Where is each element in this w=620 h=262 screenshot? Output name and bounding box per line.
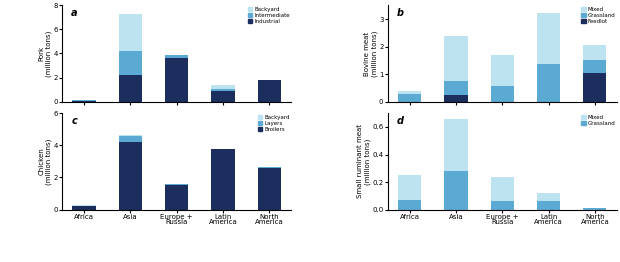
- Text: a: a: [71, 8, 78, 18]
- Bar: [537, 201, 560, 210]
- Bar: [73, 101, 95, 102]
- Y-axis label: Bovine meat
(million tons): Bovine meat (million tons): [364, 30, 378, 77]
- Bar: [258, 167, 281, 168]
- Legend: Backyard, Intermediate, Industrial: Backyard, Intermediate, Industrial: [247, 6, 290, 24]
- Bar: [119, 75, 142, 102]
- Bar: [211, 85, 234, 89]
- Bar: [258, 80, 281, 102]
- Bar: [119, 51, 142, 75]
- Y-axis label: Small ruminant meat
(million tons): Small ruminant meat (million tons): [357, 124, 371, 198]
- Bar: [583, 73, 606, 102]
- Bar: [537, 64, 560, 102]
- Bar: [398, 175, 421, 200]
- Bar: [583, 60, 606, 73]
- Bar: [398, 91, 421, 94]
- Bar: [445, 36, 467, 81]
- Bar: [445, 81, 467, 95]
- Bar: [165, 55, 188, 58]
- Text: b: b: [397, 8, 404, 18]
- Bar: [165, 184, 188, 185]
- Bar: [398, 94, 421, 102]
- Bar: [583, 208, 606, 210]
- Legend: Backyard, Layers, Broilers: Backyard, Layers, Broilers: [257, 114, 290, 132]
- Y-axis label: Pork
(million tons): Pork (million tons): [38, 30, 52, 77]
- Bar: [73, 206, 95, 210]
- Bar: [490, 55, 514, 86]
- Bar: [537, 13, 560, 64]
- Bar: [165, 58, 188, 102]
- Bar: [445, 171, 467, 210]
- Bar: [490, 201, 514, 210]
- Legend: Mixed, Grassland, Feedlot: Mixed, Grassland, Feedlot: [581, 6, 616, 24]
- Bar: [211, 89, 234, 91]
- Bar: [583, 45, 606, 60]
- Bar: [165, 185, 188, 210]
- Bar: [445, 119, 467, 171]
- Bar: [211, 149, 234, 210]
- Bar: [537, 193, 560, 201]
- Legend: Mixed, Grassland: Mixed, Grassland: [581, 114, 616, 126]
- Bar: [119, 142, 142, 210]
- Text: c: c: [71, 116, 77, 126]
- Bar: [445, 95, 467, 102]
- Bar: [119, 137, 142, 142]
- Bar: [398, 200, 421, 210]
- Text: d: d: [397, 116, 404, 126]
- Bar: [490, 177, 514, 201]
- Bar: [119, 14, 142, 51]
- Bar: [119, 135, 142, 137]
- Y-axis label: Chicken
(million tons): Chicken (million tons): [38, 138, 52, 185]
- Bar: [73, 100, 95, 101]
- Bar: [73, 205, 95, 206]
- Bar: [211, 91, 234, 102]
- Bar: [490, 86, 514, 102]
- Bar: [258, 168, 281, 210]
